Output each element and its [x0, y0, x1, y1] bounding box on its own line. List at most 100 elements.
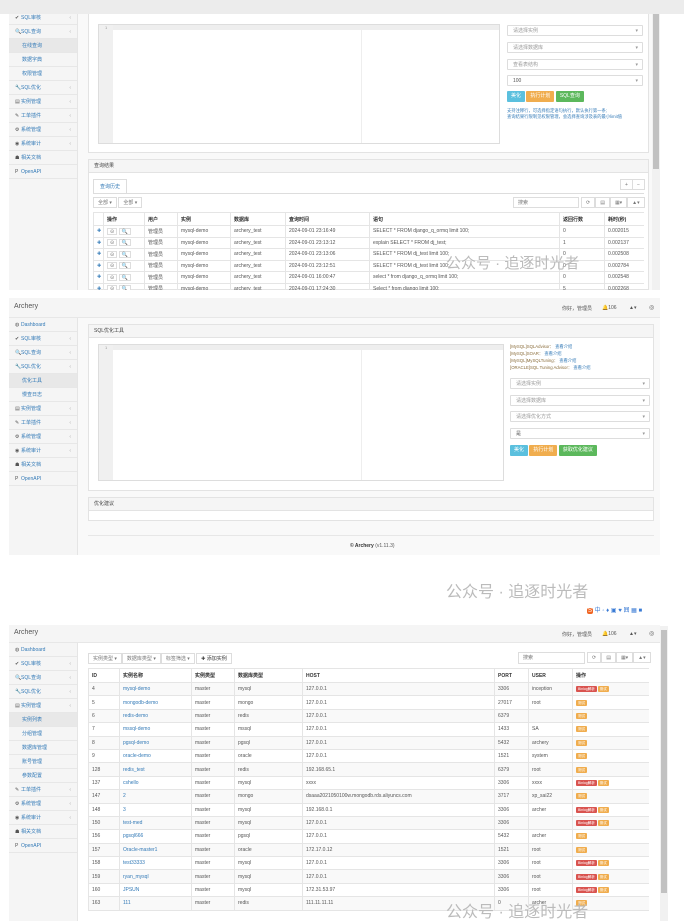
column-header[interactable]: 用户	[144, 212, 178, 226]
expand-row-icon[interactable]: ✚	[93, 259, 104, 272]
cell-name[interactable]: mongodb-demo	[119, 695, 192, 710]
cell-name[interactable]: oracle-demo	[119, 748, 192, 764]
search-icon[interactable]: 🔍	[118, 273, 131, 281]
column-header[interactable]: 实例名称	[119, 668, 192, 683]
cell-name[interactable]: 3	[119, 802, 192, 817]
test-button[interactable]: 测试	[576, 833, 587, 840]
sidebar-item[interactable]: 参数配置	[9, 769, 77, 783]
cell-name[interactable]: ryan_mysql	[119, 869, 192, 884]
column-header[interactable]: 实例类型	[191, 668, 235, 683]
sidebar-item[interactable]: 慢查日志	[9, 388, 77, 402]
binlog-button[interactable]: Binlog解析	[576, 887, 597, 894]
sidebar-item[interactable]: ☗ 相关文档	[9, 151, 77, 165]
columns-icon[interactable]: ▦▾	[615, 652, 634, 663]
sidebar-item[interactable]: 在线查询	[9, 39, 77, 53]
sidebar-item[interactable]: 优化工具	[9, 374, 77, 388]
scrollbar[interactable]	[652, 14, 660, 290]
get-advice-button[interactable]: 获取优化建议	[558, 445, 597, 456]
cell-name[interactable]: pgsql666	[119, 829, 192, 844]
beautify-button[interactable]: 美化	[510, 445, 529, 456]
sidebar-item[interactable]: 账号管理	[9, 755, 77, 769]
columns-icon[interactable]: ▦▾	[609, 197, 628, 208]
test-button[interactable]: 测试	[576, 753, 587, 760]
search-icon[interactable]: 🔍	[118, 227, 131, 235]
column-header[interactable]: 查询时间	[285, 212, 370, 226]
rollback-icon[interactable]: ⊝	[107, 239, 118, 247]
cell-name[interactable]: test-med	[119, 815, 192, 831]
sidebar-item[interactable]: 数据字典	[9, 53, 77, 67]
sidebar-item[interactable]: ☗ 相关文档	[9, 458, 77, 472]
filter-dropdown-2[interactable]: 全部 ▾	[118, 197, 143, 208]
column-header[interactable]: 返回行数	[559, 212, 605, 226]
cell-name[interactable]: pgsql-demo	[119, 735, 192, 750]
column-header[interactable]: 数据库类型	[234, 668, 303, 683]
cell-name[interactable]: redis_test	[119, 762, 192, 777]
sidebar-item[interactable]: 分组管理	[9, 727, 77, 741]
expand-row-icon[interactable]: ✚	[93, 248, 104, 261]
view-intro-link[interactable]: 查看介绍	[573, 365, 591, 370]
explain-button[interactable]: 执行计划	[529, 445, 558, 456]
test-button[interactable]: 测试	[576, 699, 587, 706]
sidebar-item[interactable]: ⚙ 系统管理 ‹	[9, 797, 77, 811]
github-icon[interactable]: ◎	[649, 305, 655, 311]
sidebar-item[interactable]: ✔ SQL审核 ‹	[9, 657, 77, 671]
sidebar-item[interactable]: ⚙ 系统管理 ‹	[9, 430, 77, 444]
rollback-icon[interactable]: ⊝	[107, 273, 118, 281]
expand-row-icon[interactable]: ✚	[93, 282, 104, 290]
cell-name[interactable]: mssql-demo	[119, 722, 192, 737]
tag-filter[interactable]: 标签筛选 ▾	[160, 653, 195, 664]
rollback-icon[interactable]: ⊝	[107, 285, 118, 290]
user-menu[interactable]: ▲▾	[629, 631, 637, 637]
cell-name[interactable]: Oracle-master1	[119, 842, 192, 858]
column-header[interactable]: 耗时(秒)	[604, 212, 644, 226]
notification-bell[interactable]: 🔔106	[602, 631, 617, 637]
sidebar-item[interactable]: P OpenAPI	[9, 839, 77, 853]
cell-name[interactable]: redis-demo	[119, 708, 192, 724]
test-button[interactable]: 测试	[597, 686, 609, 693]
tab-query-history[interactable]: 查询历史	[93, 179, 128, 193]
cell-name[interactable]: test33333	[119, 856, 192, 871]
test-button[interactable]: 测试	[576, 766, 587, 773]
refresh-icon[interactable]: ⟳	[587, 652, 602, 663]
binlog-button[interactable]: Binlog解析	[576, 820, 597, 827]
explain-button[interactable]: 执行计划	[526, 91, 555, 102]
sidebar-item[interactable]: P OpenAPI	[9, 472, 77, 486]
binlog-button[interactable]: Binlog解析	[576, 860, 597, 867]
toggle-view-icon[interactable]: ▤	[595, 197, 610, 208]
select-dropdown[interactable]: 请选择数据库 ▾	[507, 42, 643, 53]
test-button[interactable]: 测试	[597, 806, 609, 813]
rollback-icon[interactable]: ⊝	[107, 227, 118, 235]
select-dropdown[interactable]: 是 ▾	[510, 428, 650, 439]
search-icon[interactable]: 🔍	[118, 239, 131, 247]
search-icon[interactable]: 🔍	[118, 285, 131, 290]
test-button[interactable]: 测试	[576, 793, 587, 800]
notification-bell[interactable]: 🔔106	[602, 305, 617, 311]
sidebar-item[interactable]: ◉ 系统审计 ‹	[9, 137, 77, 151]
sidebar-item[interactable]: ✔ SQL审核 ‹	[9, 11, 77, 25]
sidebar-item[interactable]: ⚙ 系统管理 ‹	[9, 123, 77, 137]
sidebar-item[interactable]: ▤实例管理 ‹	[9, 699, 77, 713]
select-dropdown[interactable]: 查看表结构 ▾	[507, 59, 643, 70]
select-dropdown[interactable]: 请选择优化方式 ▾	[510, 411, 650, 422]
sidebar-item[interactable]: ◉ 系统审计 ‹	[9, 444, 77, 458]
binlog-button[interactable]: Binlog解析	[576, 779, 597, 786]
add-instance-button[interactable]: ✚ 添加实例	[196, 653, 232, 664]
test-button[interactable]: 测试	[597, 779, 609, 786]
binlog-button[interactable]: Binlog解析	[576, 806, 597, 813]
test-button[interactable]: 测试	[576, 739, 587, 746]
cell-name[interactable]: mysql-demo	[119, 681, 192, 697]
expand-button[interactable]: +	[620, 179, 633, 190]
collapse-button[interactable]: −	[632, 179, 645, 190]
select-dropdown[interactable]: 请选择实例 ▾	[507, 25, 643, 36]
view-intro-link[interactable]: 查看介绍	[555, 344, 573, 349]
export-icon[interactable]: ▲▾	[627, 197, 645, 208]
sidebar-item[interactable]: ◍ Dashboard	[9, 643, 77, 657]
db-type-filter[interactable]: 数据库类型 ▾	[121, 653, 161, 664]
sidebar-item[interactable]: ☗ 相关文档	[9, 825, 77, 839]
sidebar-item[interactable]: 🔧SQL优化 ‹	[9, 81, 77, 95]
test-button[interactable]: 测试	[576, 726, 587, 733]
search-icon[interactable]: 🔍	[118, 262, 131, 270]
select-dropdown[interactable]: 请选择实例 ▾	[510, 378, 650, 389]
cell-name[interactable]: 111	[119, 896, 192, 911]
sidebar-item[interactable]: ▤实例管理 ‹	[9, 402, 77, 416]
